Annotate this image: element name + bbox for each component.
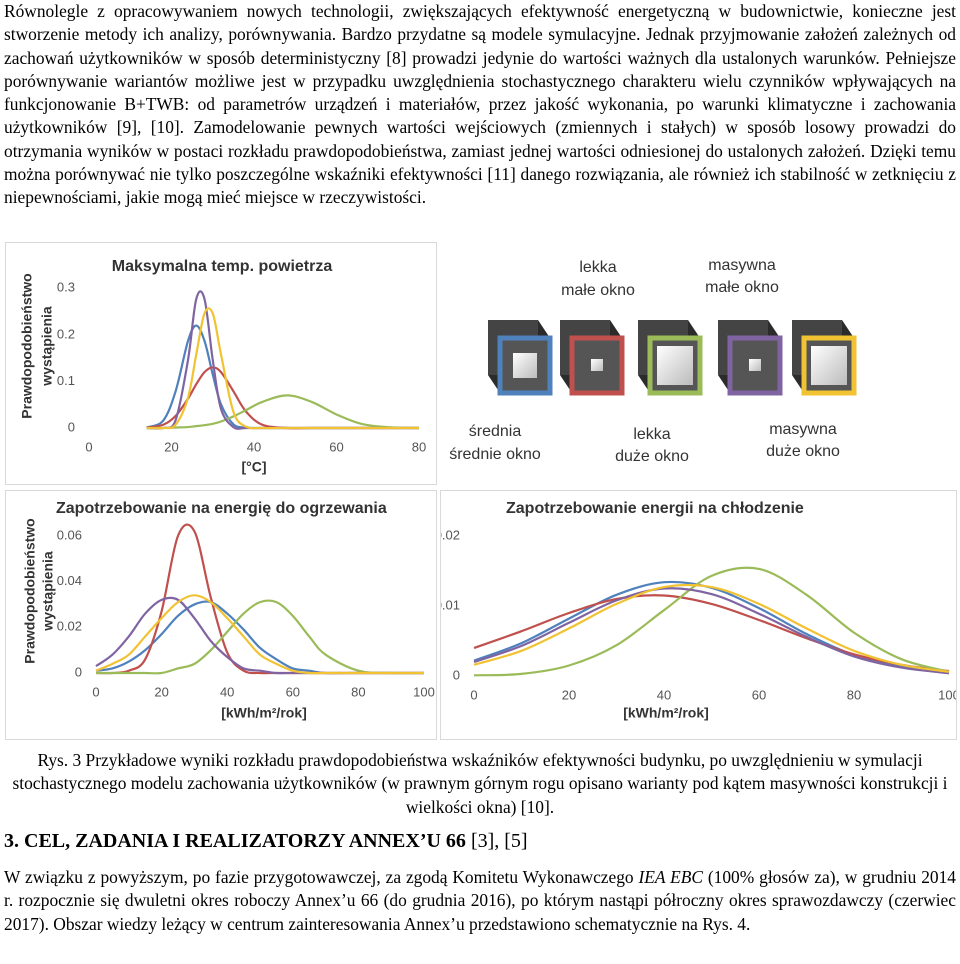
y-tick-label: 0.02 <box>441 527 460 542</box>
y-tick-label: 0.01 <box>441 597 460 612</box>
text: W związku z powyższym, po fazie przygoto… <box>4 867 639 887</box>
variants-panel: średnia średnie okno lekka małe okno lek… <box>440 242 960 485</box>
variants-diagram: średnia średnie okno lekka małe okno lek… <box>449 257 857 465</box>
x-axis-label: [kWh/m²/rok] <box>623 705 709 721</box>
chart-panel: Zapotrzebowanie na energię do ogrzewania… <box>5 490 437 740</box>
chart: Maksymalna temp. powietrza 0 0.1 0.2 0.3 0 20 4… <box>19 258 427 475</box>
y-axis-label: wystąpienia <box>39 306 55 387</box>
variant-label: lekka <box>633 426 670 443</box>
variant-label: małe okno <box>705 279 779 296</box>
x-tick-label: 60 <box>752 687 766 702</box>
x-tick-label: 0 <box>85 439 92 454</box>
x-tick-label: 20 <box>154 684 168 699</box>
x-tick-label: 40 <box>247 439 261 454</box>
variant-label: lekka <box>579 259 616 276</box>
chart-title: Zapotrzebowanie na energię do ogrzewania <box>56 500 387 517</box>
variant-label: duże okno <box>615 448 689 465</box>
variant-box <box>638 320 703 396</box>
x-axis-label: [°C] <box>241 459 266 475</box>
y-tick-label: 0.02 <box>57 619 82 634</box>
y-tick-label: 0.06 <box>57 527 82 542</box>
heading-refs: [3], [5] <box>470 830 528 852</box>
x-tick-label: 100 <box>938 687 956 702</box>
x-tick-label: 60 <box>329 439 343 454</box>
variant-label: średnia <box>469 423 522 440</box>
y-axis-label: Prawdopodobieństwo <box>19 273 35 418</box>
variant-box <box>718 320 783 396</box>
chart-title: Zapotrzebowanie energii na chłodzenie <box>506 500 804 517</box>
variant-label: średnie okno <box>449 446 541 463</box>
variant-label: masywna <box>769 421 837 438</box>
chart-title: Maksymalna temp. powietrza <box>112 258 333 275</box>
series-line <box>473 566 950 677</box>
series-line <box>473 583 950 673</box>
text: IEA EBC <box>638 867 703 887</box>
chart: Zapotrzebowanie na energię do ogrzewania… <box>22 500 435 721</box>
variant-box <box>488 320 553 396</box>
x-tick-label: 40 <box>220 684 234 699</box>
variant-box <box>792 320 857 396</box>
y-tick-label: 0.1 <box>57 373 75 388</box>
series-line <box>96 599 425 675</box>
series-line <box>473 587 950 675</box>
y-tick-label: 0.3 <box>57 280 75 295</box>
series-line <box>146 324 419 430</box>
x-tick-label: 20 <box>562 687 576 702</box>
series-line <box>95 594 425 675</box>
section-heading: 3. CEL, ZADANIA I REALIZATORZY ANNEX’U 6… <box>4 830 528 853</box>
x-tick-label: 80 <box>847 687 861 702</box>
variant-label: duże okno <box>766 443 840 460</box>
x-tick-label: 20 <box>164 439 178 454</box>
x-axis-label: [kWh/m²/rok] <box>221 705 307 721</box>
x-tick-label: 100 <box>413 684 435 699</box>
y-axis-label: Prawdopodobieństwo <box>22 518 38 663</box>
text: (100% głosów za), w grudniu 2014 r. rozp… <box>4 867 956 934</box>
series-line <box>146 394 420 430</box>
x-tick-label: 60 <box>286 684 300 699</box>
series-line <box>146 307 419 430</box>
y-tick-label: 0.2 <box>57 326 75 341</box>
x-tick-label: 0 <box>470 687 477 702</box>
x-tick-label: 40 <box>657 687 671 702</box>
x-tick-label: 0 <box>92 684 99 699</box>
series-line <box>146 290 419 430</box>
y-tick-label: 0 <box>68 419 75 434</box>
series-line <box>473 594 950 673</box>
closing-paragraph: W związku z powyższym, po fazie przygoto… <box>4 866 956 936</box>
chart-panel: Maksymalna temp. powietrza 0 0.1 0.2 0.3 0 20 4… <box>5 242 437 485</box>
chart: Zapotrzebowanie energii na chłodzenie 0 0.… <box>435 500 960 721</box>
y-axis-label: wystąpienia <box>40 551 56 632</box>
y-tick-label: 0 <box>75 664 82 679</box>
chart-panel: Zapotrzebowanie energii na chłodzenie 0 0.… <box>435 490 960 740</box>
y-tick-label: 0 <box>453 667 460 682</box>
heading-main: 3. CEL, ZADANIA I REALIZATORZY ANNEX’U 6… <box>4 830 466 852</box>
intro-paragraph: Równolegle z opracowywaniem nowych techn… <box>4 1 956 208</box>
figure-caption: Rys. 3 Przykładowe wyniki rozkładu prawd… <box>12 750 948 817</box>
variant-label: małe okno <box>561 282 635 299</box>
x-tick-label: 80 <box>351 684 365 699</box>
variant-box <box>560 320 625 396</box>
x-tick-label: 80 <box>412 439 426 454</box>
y-tick-label: 0.04 <box>57 573 82 588</box>
variant-label: masywna <box>708 257 776 274</box>
